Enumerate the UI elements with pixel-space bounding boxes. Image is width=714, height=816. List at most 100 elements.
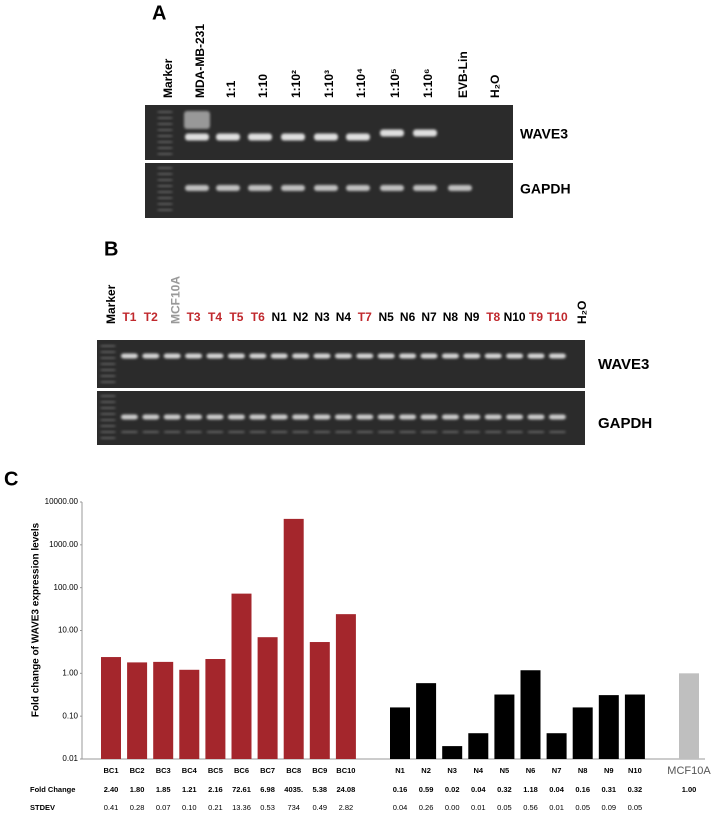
value-label: 0.04 [549, 785, 564, 794]
x-tick-label: N4 [474, 766, 484, 775]
bar [205, 659, 226, 759]
gel-band [185, 353, 203, 359]
lane-label: N1 [272, 310, 288, 324]
gel-band [157, 179, 173, 181]
value-label: 0.16 [575, 785, 590, 794]
gel-band [185, 185, 209, 191]
bar [598, 695, 619, 759]
gel-band [157, 173, 173, 175]
gel-band [292, 414, 310, 420]
lane-label: EVB-Lin [456, 51, 470, 98]
gel-band [100, 431, 116, 433]
gel-band [356, 353, 374, 359]
gel-band [313, 431, 331, 433]
band-label: WAVE3 [520, 126, 568, 142]
bar [624, 694, 645, 759]
gel-band [100, 369, 116, 371]
x-tick-label: BC1 [103, 766, 118, 775]
bar [468, 733, 489, 759]
panel-label: C [4, 468, 18, 490]
x-tick-label: N10 [628, 766, 642, 775]
gel-band [380, 129, 404, 137]
gel-band [120, 353, 138, 359]
gel-band [157, 111, 173, 113]
bar [390, 707, 410, 759]
bar [416, 683, 437, 759]
value-label: 0.16 [393, 785, 408, 794]
x-tick-label: BC8 [286, 766, 301, 775]
value-label: 0.32 [628, 785, 643, 794]
gel-band [157, 141, 173, 143]
gel-band [100, 401, 116, 403]
row-label: STDEV [30, 803, 55, 812]
gel-band [314, 185, 338, 191]
stdev-label: 0.41 [104, 803, 119, 812]
gel-band [206, 431, 224, 433]
lane-label: 1:10⁶ [421, 68, 435, 98]
x-tick-label: BC6 [234, 766, 249, 775]
gel-band [527, 414, 545, 420]
stdev-label: 0.28 [130, 803, 145, 812]
gel-band [227, 353, 245, 359]
gel-band [377, 353, 395, 359]
gel-band [216, 185, 240, 191]
lane-label: 1:10³ [322, 70, 336, 98]
gel-band [399, 431, 417, 433]
gel-band [100, 419, 116, 421]
x-tick-label: BC7 [260, 766, 275, 775]
gel-band [484, 353, 502, 359]
gel-band [281, 185, 305, 191]
gel-band [356, 431, 374, 433]
gel-band [157, 185, 173, 187]
y-tick-label: 10000.00 [45, 497, 79, 506]
gel-band [463, 353, 481, 359]
gel-band [441, 353, 459, 359]
gel-band [506, 353, 524, 359]
gel-band [206, 414, 224, 420]
lane-label: N3 [314, 310, 330, 324]
stdev-label: 0.56 [523, 803, 538, 812]
lane-label: N7 [421, 310, 437, 324]
gel-band [100, 357, 116, 359]
value-label: 0.04 [471, 785, 486, 794]
y-axis-label: Fold change of WAVE3 expression levels [31, 522, 42, 717]
lane-label: N5 [379, 310, 395, 324]
gel-band [185, 133, 209, 141]
stdev-label: 0.09 [601, 803, 616, 812]
gel-band [157, 129, 173, 131]
gel-band [157, 167, 173, 169]
value-label: 0.59 [419, 785, 434, 794]
gel-band [100, 425, 116, 427]
gel-band [157, 191, 173, 193]
gel-band [313, 353, 331, 359]
gel-band [463, 431, 481, 433]
lane-label: N10 [504, 310, 526, 324]
x-tick-label: N8 [578, 766, 588, 775]
gel-band [185, 414, 203, 420]
gel-band [157, 197, 173, 199]
bar [127, 662, 148, 759]
gel-band [420, 431, 438, 433]
lane-label: H₂O [488, 75, 502, 98]
stdev-label: 0.21 [208, 803, 223, 812]
value-label: 1.85 [156, 785, 171, 794]
panel-label: B [104, 238, 118, 260]
x-tick-label: BC3 [156, 766, 171, 775]
lane-label: N4 [336, 310, 352, 324]
gel-band [248, 185, 272, 191]
bar [520, 670, 541, 759]
gel-band [292, 353, 310, 359]
gel-band [163, 414, 181, 420]
lane-label: Marker [104, 284, 118, 324]
bar [309, 642, 330, 759]
gel-band [157, 135, 173, 137]
stdev-label: 0.05 [628, 803, 643, 812]
gel-band [100, 363, 116, 365]
gel-band [334, 414, 352, 420]
stdev-label: 2.82 [339, 803, 354, 812]
bar [283, 518, 304, 759]
gel-band [356, 414, 374, 420]
x-tick-label: BC5 [208, 766, 223, 775]
lane-label: MDA-MB-231 [193, 24, 207, 98]
